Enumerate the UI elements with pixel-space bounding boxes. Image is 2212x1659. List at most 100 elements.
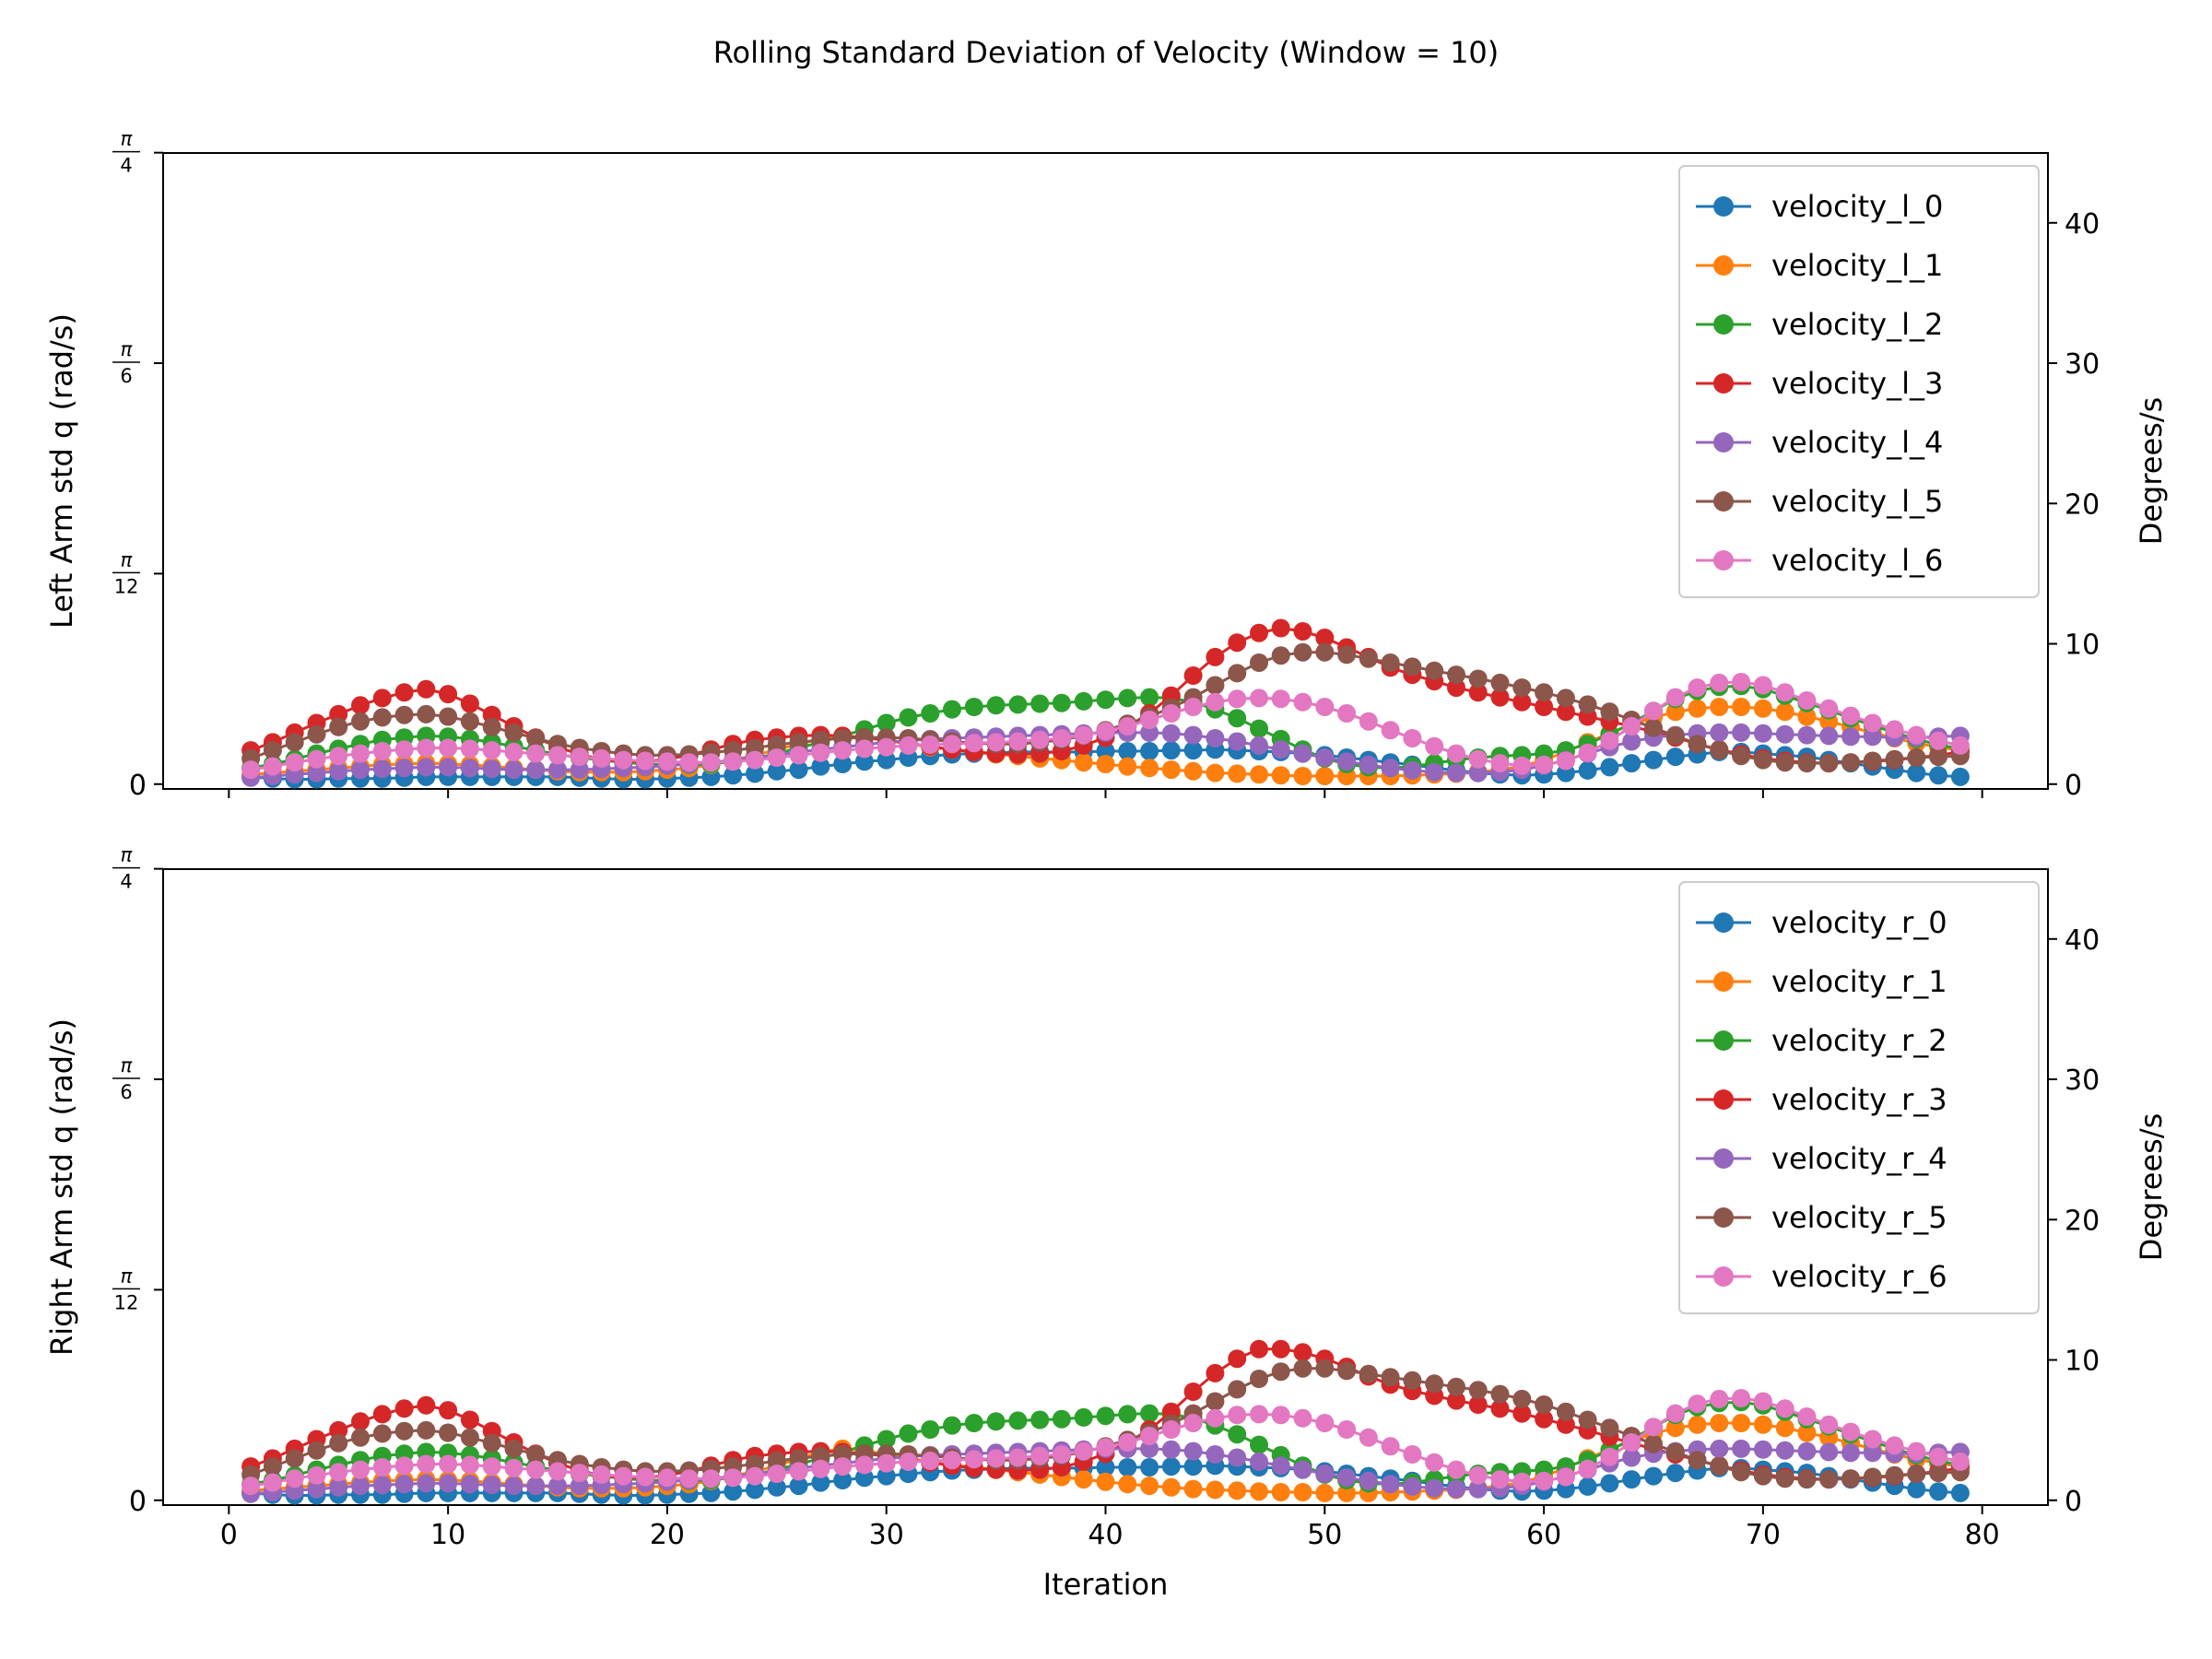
data-point-velocity_r_6-67	[1688, 1394, 1707, 1414]
data-point-velocity_l_6-59	[1512, 756, 1532, 775]
data-point-velocity_l_6-43	[1161, 704, 1181, 723]
data-point-velocity_r_4-74	[1841, 1443, 1860, 1463]
data-point-velocity_l_0-30	[877, 750, 896, 770]
data-point-velocity_r_6-68	[1710, 1389, 1729, 1408]
data-point-velocity_r_4-12	[482, 1476, 501, 1495]
data-point-velocity_r_2-42	[1140, 1404, 1159, 1423]
data-point-velocity_l_4-45	[1206, 729, 1225, 747]
data-point-velocity_l_6-2	[263, 757, 282, 776]
data-point-velocity_r_6-24	[746, 1466, 764, 1486]
data-point-velocity_l_5-27	[811, 730, 830, 749]
data-point-velocity_r_4-45	[1206, 1445, 1225, 1464]
data-point-velocity_l_0-42	[1140, 742, 1159, 760]
data-point-velocity_l_6-24	[746, 750, 764, 770]
data-point-velocity_r_2-40	[1096, 1406, 1115, 1426]
data-point-velocity_r_5-49	[1293, 1359, 1312, 1378]
data-point-velocity_l_1-67	[1688, 699, 1707, 718]
y2-tick-label-10: 10	[2065, 1346, 2100, 1378]
series-velocity_l_6	[241, 673, 1970, 780]
data-point-velocity_l_6-55	[1425, 736, 1444, 756]
data-point-velocity_l_4-8	[394, 759, 414, 778]
y2-tick-label-30: 30	[2065, 1065, 2100, 1097]
data-point-velocity_l_5-60	[1535, 683, 1554, 702]
data-point-velocity_r_2-35	[986, 1412, 1006, 1431]
data-point-velocity_l_2-36	[1008, 695, 1028, 714]
data-point-velocity_l_5-7	[372, 708, 392, 727]
data-point-velocity_r_3-9	[417, 1395, 436, 1415]
data-point-velocity_r_1-72	[1797, 1423, 1817, 1442]
data-point-velocity_r_6-66	[1665, 1404, 1685, 1423]
data-point-velocity_l_4-42	[1140, 723, 1159, 742]
data-point-velocity_r_3-49	[1293, 1343, 1312, 1362]
legend-marker-velocity_r_1	[1713, 971, 1734, 992]
data-point-velocity_r_5-12	[482, 1433, 501, 1453]
data-point-velocity_l_6-53	[1381, 721, 1400, 740]
data-point-velocity_r_4-46	[1228, 1448, 1247, 1467]
data-point-velocity_r_3-60	[1535, 1409, 1554, 1429]
data-point-velocity_r_6-6	[351, 1460, 370, 1479]
data-point-velocity_l_5-68	[1710, 741, 1729, 760]
data-point-velocity_r_4-75	[1863, 1443, 1882, 1463]
data-point-velocity_l_1-72	[1797, 707, 1817, 726]
data-point-velocity_l_5-54	[1403, 657, 1422, 677]
data-point-velocity_l_6-74	[1841, 706, 1860, 725]
data-point-velocity_l_4-46	[1228, 732, 1247, 751]
data-point-velocity_r_6-28	[833, 1457, 853, 1477]
data-point-velocity_l_4-73	[1819, 726, 1839, 746]
data-point-velocity_l_4-50	[1315, 748, 1335, 767]
data-point-velocity_l_6-23	[724, 752, 743, 771]
data-point-velocity_l_5-10	[439, 707, 458, 726]
data-point-velocity_r_4-42	[1140, 1439, 1159, 1458]
data-point-velocity_l_5-69	[1732, 747, 1751, 766]
data-point-velocity_l_6-50	[1315, 698, 1335, 716]
data-point-velocity_l_6-20	[657, 752, 677, 771]
data-point-velocity_l_5-58	[1490, 673, 1510, 692]
legend-label-velocity_l_5: velocity_l_5	[1771, 484, 1943, 519]
data-point-velocity_r_5-66	[1665, 1442, 1685, 1462]
data-point-velocity_r_3-45	[1206, 1363, 1225, 1382]
data-point-velocity_r_0-41	[1118, 1458, 1137, 1477]
x-tick-label-60: 60	[1526, 1519, 1561, 1551]
data-point-velocity_r_6-58	[1490, 1470, 1510, 1489]
data-point-velocity_l_5-78	[1929, 747, 1948, 767]
data-point-velocity_r_3-61	[1556, 1415, 1575, 1434]
data-point-velocity_l_1-47	[1250, 765, 1268, 784]
data-point-velocity_r_6-61	[1556, 1467, 1575, 1487]
data-point-velocity_l_6-67	[1688, 678, 1707, 698]
y2-tick-label-40: 40	[2065, 208, 2100, 241]
data-point-velocity_l_5-46	[1228, 664, 1247, 683]
data-point-velocity_l_3-47	[1250, 623, 1268, 642]
data-point-velocity_l_0-29	[854, 752, 874, 771]
data-point-velocity_l_6-63	[1600, 731, 1619, 750]
data-point-velocity_r_5-4	[307, 1441, 326, 1460]
data-point-velocity_l_5-9	[417, 704, 436, 724]
legend-marker-velocity_r_2	[1713, 1030, 1734, 1051]
data-point-velocity_l_5-67	[1688, 735, 1707, 754]
data-point-velocity_l_6-11	[460, 739, 479, 759]
data-point-velocity_r_5-76	[1885, 1465, 1904, 1485]
data-point-velocity_r_6-45	[1206, 1408, 1225, 1428]
y2-tick-label-0: 0	[2065, 1486, 2082, 1518]
data-point-velocity_l_1-49	[1293, 767, 1312, 785]
legend-label-velocity_r_3: velocity_r_3	[1771, 1082, 1947, 1117]
data-point-velocity_l_6-72	[1797, 691, 1817, 710]
y-tick-label-num-6: π	[121, 338, 133, 360]
x-tick-label-70: 70	[1746, 1519, 1781, 1551]
data-point-velocity_l_3-48	[1271, 618, 1290, 638]
data-point-velocity_r_4-49	[1293, 1460, 1312, 1479]
data-point-velocity_l_1-68	[1710, 698, 1729, 716]
data-point-velocity_r_4-72	[1797, 1441, 1817, 1461]
data-point-velocity_l_1-50	[1315, 767, 1335, 785]
data-point-velocity_r_6-77	[1907, 1441, 1926, 1461]
data-point-velocity_r_6-32	[921, 1452, 940, 1470]
data-point-velocity_l_6-44	[1183, 698, 1203, 716]
data-point-velocity_l_4-5	[329, 761, 348, 781]
data-point-velocity_r_0-63	[1600, 1474, 1619, 1493]
data-point-velocity_l_5-62	[1578, 695, 1597, 714]
data-point-velocity_l_5-26	[789, 733, 808, 752]
legend-marker-velocity_l_5	[1713, 491, 1734, 512]
data-point-velocity_r_4-73	[1819, 1442, 1839, 1462]
data-point-velocity_r_0-26	[789, 1477, 808, 1496]
data-point-velocity_l_3-50	[1315, 629, 1335, 647]
data-point-velocity_l_0-66	[1665, 747, 1685, 767]
